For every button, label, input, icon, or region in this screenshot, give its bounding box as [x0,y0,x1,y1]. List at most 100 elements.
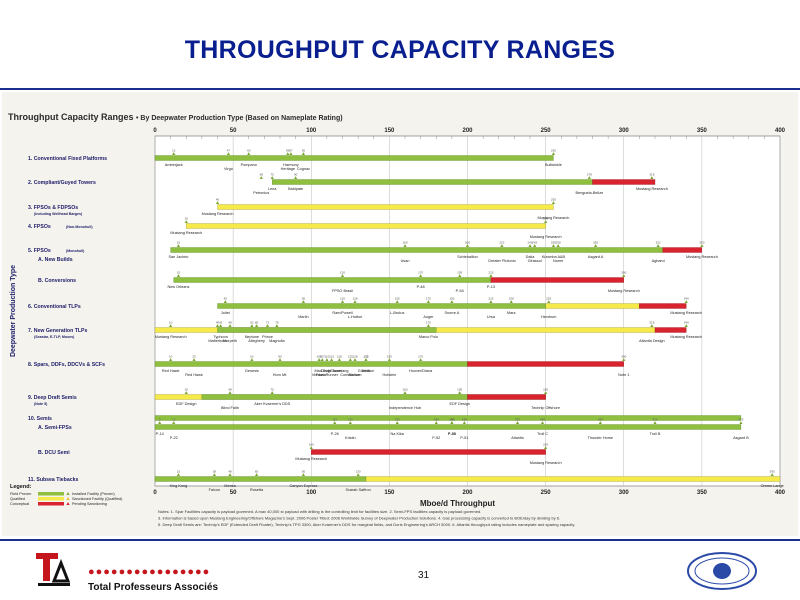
facility-label: Front Runner [316,373,339,377]
facility-value-label: 125 [348,417,353,421]
facility-marker [176,274,181,277]
facility-label: Hexdrum [541,315,556,319]
facility-label: Mustang Research [155,335,187,339]
facility-label: Harmony [283,163,299,167]
facility-label: Mustang Research [170,231,202,235]
bar-proven [217,327,437,333]
facility-marker [254,473,259,476]
bar-qualified [217,204,554,210]
facility-marker [270,391,274,394]
facility-label: P-52 [432,436,440,440]
facility-marker [650,324,654,327]
facility-marker [320,358,324,361]
facility-label: Falcon [209,488,220,492]
facility-value-label: 255 [551,240,556,244]
facility-label: Atlantia Design [639,339,665,343]
facility-marker [462,421,466,424]
facility-label: Girassol [528,259,542,263]
facility-value-label: 47 [227,148,231,152]
facility-label: Marlin [298,315,308,319]
facility-label: Petronius [253,191,269,195]
facility-label: Morpeth [223,339,237,343]
tick-label-bottom: 250 [541,490,552,496]
facility-label: P-48 [417,285,425,289]
facility-marker [770,473,774,476]
facility-value-label: 282 [593,240,598,244]
facility-marker [325,358,329,361]
legend-bar-swatch [38,502,64,506]
facility-label: Mars [507,311,516,315]
facility-marker [212,473,216,476]
bar-conceptual [639,303,687,309]
facility-label: Ram/Powell [332,311,352,315]
facility-value-label: 62 [250,354,254,358]
facility-value-label: 180 [434,417,439,421]
facility-marker [317,358,321,361]
facility-marker [551,244,556,247]
facility-marker [169,358,173,361]
facility-value-label: 65 [255,469,259,473]
facility-label: Mensa [224,484,236,488]
facility-label: Mustang Research [530,235,562,239]
seal-icon [687,552,757,590]
bar-conceptual [467,361,624,367]
bar-proven [272,179,593,185]
facility-label: Mustang Research [530,461,562,465]
row-label: 9. Deep Draft Semis [28,395,77,401]
facility-value-label: 75 [271,172,275,176]
facility-value-label: 195 [457,387,462,391]
facility-label: Heritage [281,167,295,171]
bar-proven [170,247,663,253]
facility-value-label: 107 [320,354,325,358]
facility-marker [228,473,232,476]
row-label: A. Semi-FPSs [38,425,72,431]
facility-marker [395,300,399,303]
facility-marker [289,152,293,155]
facility-value-label: 90 [294,172,298,176]
facility-marker [226,152,231,155]
tick-label-bottom: 200 [462,490,473,496]
legend-marker-label: Installed Facility (Proven) [72,492,115,496]
facility-value-label: 20 [185,216,189,220]
facility-marker [250,358,254,361]
facility-marker [192,358,196,361]
facility-marker [622,274,626,277]
facility-label: EDF Design [176,402,196,406]
facility-value-label: 175 [426,296,431,300]
facility-marker [426,324,431,327]
facility-marker [684,324,688,327]
facility-marker [653,421,657,424]
facility-marker [301,300,306,303]
facility-value-label: 255 [551,197,556,201]
row-sublabel: (Seastar, E-TLP, Moses) [34,335,75,339]
facility-value-label: 12 [172,148,176,152]
facility-label: Virgo [224,167,233,171]
facility-marker [254,324,259,327]
facility-label: Pompano [241,163,257,167]
facility-label: P-13 [487,285,495,289]
facility-marker [270,176,274,179]
facility-value-label: 48 [228,320,232,324]
facility-value-label: 48 [228,469,232,473]
facility-label: Mustang Research [538,216,570,220]
facility-value-label: 25 [192,354,196,358]
row-label: 3. FPSOs & FDPSOs [28,205,78,211]
facility-value-label: 170 [418,354,423,358]
facility-marker [403,244,407,247]
facility-marker [458,274,462,277]
facility-marker [395,421,399,424]
bar-qualified [186,223,546,229]
facility-marker [275,324,279,327]
facility-label: Asgard B [733,436,749,440]
facility-marker [739,421,743,424]
facility-value-label: 60 [247,148,251,152]
facility-marker [247,152,251,155]
facility-value-label: 160 [402,240,407,244]
facility-marker [353,358,357,361]
facility-value-label: 250 [543,387,548,391]
facility-marker [450,421,454,424]
facility-label: Schiehallion [457,255,477,259]
facility-value-label: 285 [598,417,603,421]
facility-marker [419,358,423,361]
row-label: 8. Spars, DDFs, DDCVs & SCFs [28,362,105,368]
